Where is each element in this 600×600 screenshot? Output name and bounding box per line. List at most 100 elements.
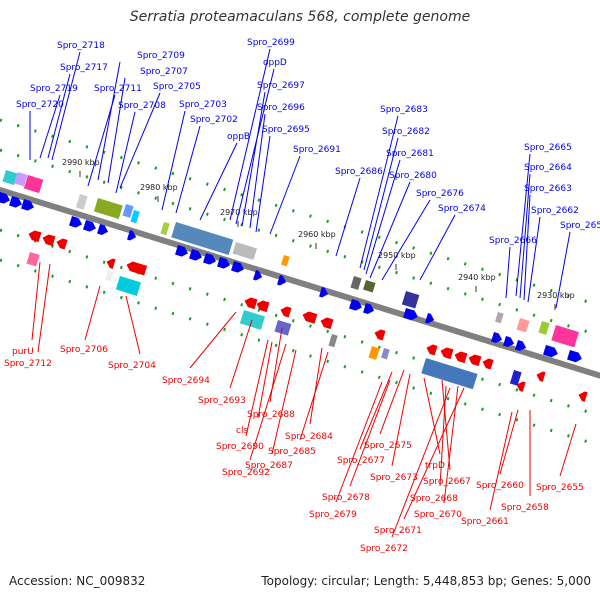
feature-box — [232, 242, 258, 260]
feature-box — [328, 334, 338, 348]
gene-label: Spro_2681 — [386, 149, 434, 159]
gene-label: Spro_2658 — [501, 503, 549, 513]
leader-line — [107, 77, 126, 184]
gene-label: Spro_2708 — [118, 101, 166, 111]
feature-box — [421, 358, 478, 390]
lane-guide — [0, 118, 600, 308]
feature-box — [538, 321, 550, 335]
forward-gene-arrow — [21, 199, 34, 211]
forward-gene-arrow — [0, 192, 10, 204]
forward-gene-arrow — [127, 230, 137, 241]
feature-box — [2, 170, 18, 186]
leader-line — [391, 373, 411, 467]
reverse-gene-arrow — [468, 354, 482, 367]
gene-label: Spro_2699 — [247, 38, 295, 48]
leader-line — [439, 385, 447, 487]
leader-line — [199, 142, 238, 221]
leader-line — [335, 177, 361, 257]
leader-line — [527, 216, 541, 303]
topology-text: Topology: circular; Length: 5,448,853 bp… — [261, 574, 591, 588]
gene-label: Spro_2680 — [389, 171, 437, 181]
reverse-gene-arrow — [536, 371, 546, 382]
scale-label: 2930 kbp — [537, 291, 575, 300]
leader-line — [84, 285, 101, 341]
gene-label: Spro_2692 — [222, 468, 270, 478]
gene-label: Spro_2670 — [414, 510, 462, 520]
leader-line — [441, 379, 451, 471]
feature-box — [509, 370, 522, 386]
reverse-gene-arrow — [256, 300, 270, 313]
gene-label: Spro_2660 — [476, 481, 524, 491]
feature-box — [105, 270, 114, 282]
leader-line — [115, 111, 136, 194]
leader-line — [365, 159, 401, 275]
gene-label: Spro_2675 — [364, 441, 412, 451]
leader-line — [423, 377, 441, 455]
gene-label: Spro_2712 — [4, 359, 52, 369]
gene-label: Spro_2718 — [57, 41, 105, 51]
feature-box — [239, 310, 266, 330]
gene-label: Spro_2673 — [370, 473, 418, 483]
feature-box — [368, 346, 380, 360]
leader-line — [505, 246, 511, 299]
gene-label: Spro_2666 — [489, 236, 537, 246]
leader-line — [523, 194, 531, 301]
gene-label: Spro_2678 — [322, 493, 370, 503]
leader-line — [249, 343, 287, 461]
gene-label: Spro_2697 — [257, 81, 305, 91]
feature-box — [26, 251, 40, 267]
reverse-gene-arrow — [320, 317, 334, 330]
reverse-gene-arrow — [426, 344, 438, 356]
forward-gene-arrow — [403, 308, 418, 321]
leader-line — [515, 153, 531, 297]
forward-gene-arrow — [83, 220, 96, 232]
leader-line — [51, 51, 81, 161]
gene-label: purU — [12, 347, 34, 357]
reverse-gene-arrow — [374, 329, 386, 341]
lane-guide — [0, 228, 600, 418]
feature-box — [122, 204, 134, 218]
reverse-gene-arrow — [126, 261, 148, 276]
leader-line — [555, 231, 571, 309]
gene-label: Spro_2686 — [335, 167, 383, 177]
gene-label: Spro_2655 — [536, 483, 584, 493]
forward-gene-arrow — [9, 196, 22, 208]
forward-gene-arrow — [97, 224, 109, 236]
gene-label: Spro_2685 — [268, 447, 316, 457]
leader-line — [381, 199, 431, 281]
leader-line — [489, 411, 513, 511]
gene-label: Spro_2711 — [94, 84, 142, 94]
reverse-gene-arrow — [302, 311, 318, 324]
reverse-gene-arrow — [280, 306, 292, 318]
forward-gene-arrow — [349, 299, 362, 311]
gene-label: Spro_2719 — [30, 84, 78, 94]
gene-label: cls — [236, 426, 248, 436]
gene-label: Spro_2694 — [162, 376, 210, 386]
feature-box — [495, 312, 504, 324]
gene-label: Spro_2687 — [245, 461, 293, 471]
leader-line — [241, 91, 266, 227]
gene-label: Spro_2659 — [560, 221, 600, 231]
gene-label: Spro_2696 — [257, 103, 305, 113]
reverse-gene-arrow — [482, 358, 494, 370]
leader-line — [271, 349, 297, 455]
gene-label: Spro_2709 — [137, 51, 185, 61]
feature-box — [274, 320, 292, 336]
reverse-gene-arrow — [440, 347, 454, 360]
gene-label: trpD — [425, 461, 445, 471]
forward-gene-arrow — [503, 336, 515, 348]
leader-line — [235, 68, 275, 225]
gene-label: Spro_2703 — [179, 100, 227, 110]
leader-line — [309, 347, 323, 425]
gene-label: Spro_2677 — [337, 456, 385, 466]
forward-gene-arrow — [319, 287, 329, 298]
scale-label: 2960 kbp — [298, 230, 336, 239]
leader-line — [245, 339, 269, 437]
feature-box — [75, 194, 88, 210]
gene-label: Spro_2691 — [293, 145, 341, 155]
leader-line — [359, 371, 393, 450]
reverse-gene-arrow — [56, 238, 68, 250]
gene-label: Spro_2663 — [524, 184, 572, 194]
gene-label: Spro_2662 — [531, 206, 579, 216]
lane-guide — [0, 258, 600, 448]
